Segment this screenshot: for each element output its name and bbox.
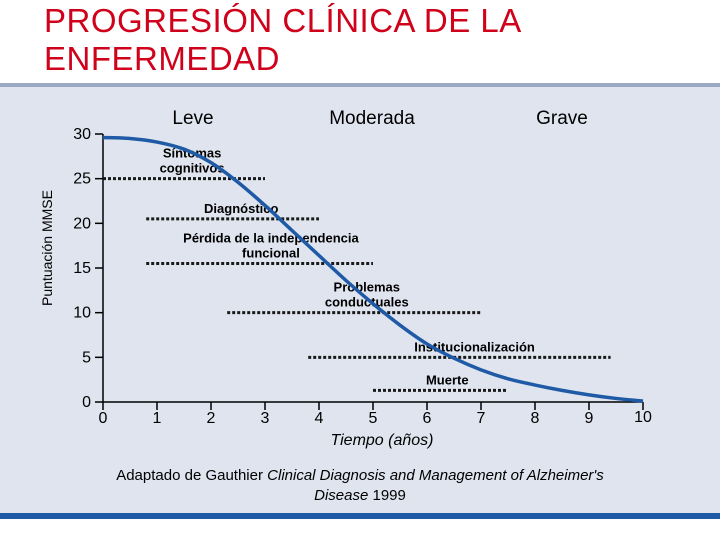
source-caption: Adaptado de Gauthier Clinical Diagnosis … [110, 466, 610, 506]
y-axis-label: Puntuación MMSE [39, 190, 55, 306]
x-tick-label: 0 [99, 410, 108, 427]
annotation-label: Síntomas cognitivos [160, 146, 225, 176]
x-tick-label: 7 [477, 410, 486, 427]
header-divider [0, 83, 720, 87]
y-tick-label: 0 [82, 394, 91, 411]
x-tick-label: 8 [531, 410, 540, 427]
x-tick-label: 1 [153, 410, 162, 427]
y-tick-label: 30 [73, 126, 91, 143]
title-line-1: PROGRESIÓN CLÍNICA DE LA [44, 2, 522, 39]
y-tick-label: 10 [73, 305, 91, 322]
slide-title: PROGRESIÓN CLÍNICA DE LA ENFERMEDAD [44, 2, 644, 78]
x-tick-label: 6 [423, 410, 432, 427]
x-tick-label: 10 [634, 409, 652, 426]
chart-panel [0, 87, 720, 514]
data-series [102, 135, 644, 403]
annotations: Síntomas cognitivos Diagnóstico Pérdida de … [103, 146, 611, 392]
caption-italic: Clinical Diagnosis and Management of Alz… [267, 467, 604, 504]
slide-header: PROGRESIÓN CLÍNICA DE LA ENFERMEDAD [0, 0, 720, 84]
y-tick-label: 15 [73, 260, 91, 277]
phase-label-moderate: Moderada [329, 108, 415, 129]
y-tick-label: 5 [82, 349, 91, 366]
x-tick-label: 2 [207, 410, 216, 427]
annotation-label: Diagnóstico [204, 201, 278, 216]
y-tick-label: 20 [73, 215, 91, 232]
annotation-label: Institucionalización [414, 339, 535, 354]
phase-label-mild: Leve [172, 108, 213, 129]
annotation-label: Muerte [426, 372, 469, 387]
x-axis-label: Tiempo (años) [330, 432, 433, 449]
y-tick-label: 25 [73, 171, 91, 188]
title-line-2: ENFERMEDAD [44, 40, 281, 77]
x-tick-label: 4 [315, 410, 324, 427]
mmse-curve [102, 135, 644, 403]
annotation-label: Pérdida de la independencia funcional [183, 231, 359, 261]
x-tick-label: 3 [261, 410, 270, 427]
annotation-label: Problemas conductuales [325, 280, 409, 310]
caption-prefix: Adaptado de Gauthier [116, 467, 268, 484]
phase-labels: Leve Moderada Grave [172, 108, 587, 129]
x-tick-label: 9 [585, 410, 594, 427]
footer-bar [0, 513, 720, 519]
phase-label-severe: Grave [536, 108, 588, 129]
caption-suffix: 1999 [368, 487, 406, 504]
x-tick-label: 5 [369, 410, 378, 427]
